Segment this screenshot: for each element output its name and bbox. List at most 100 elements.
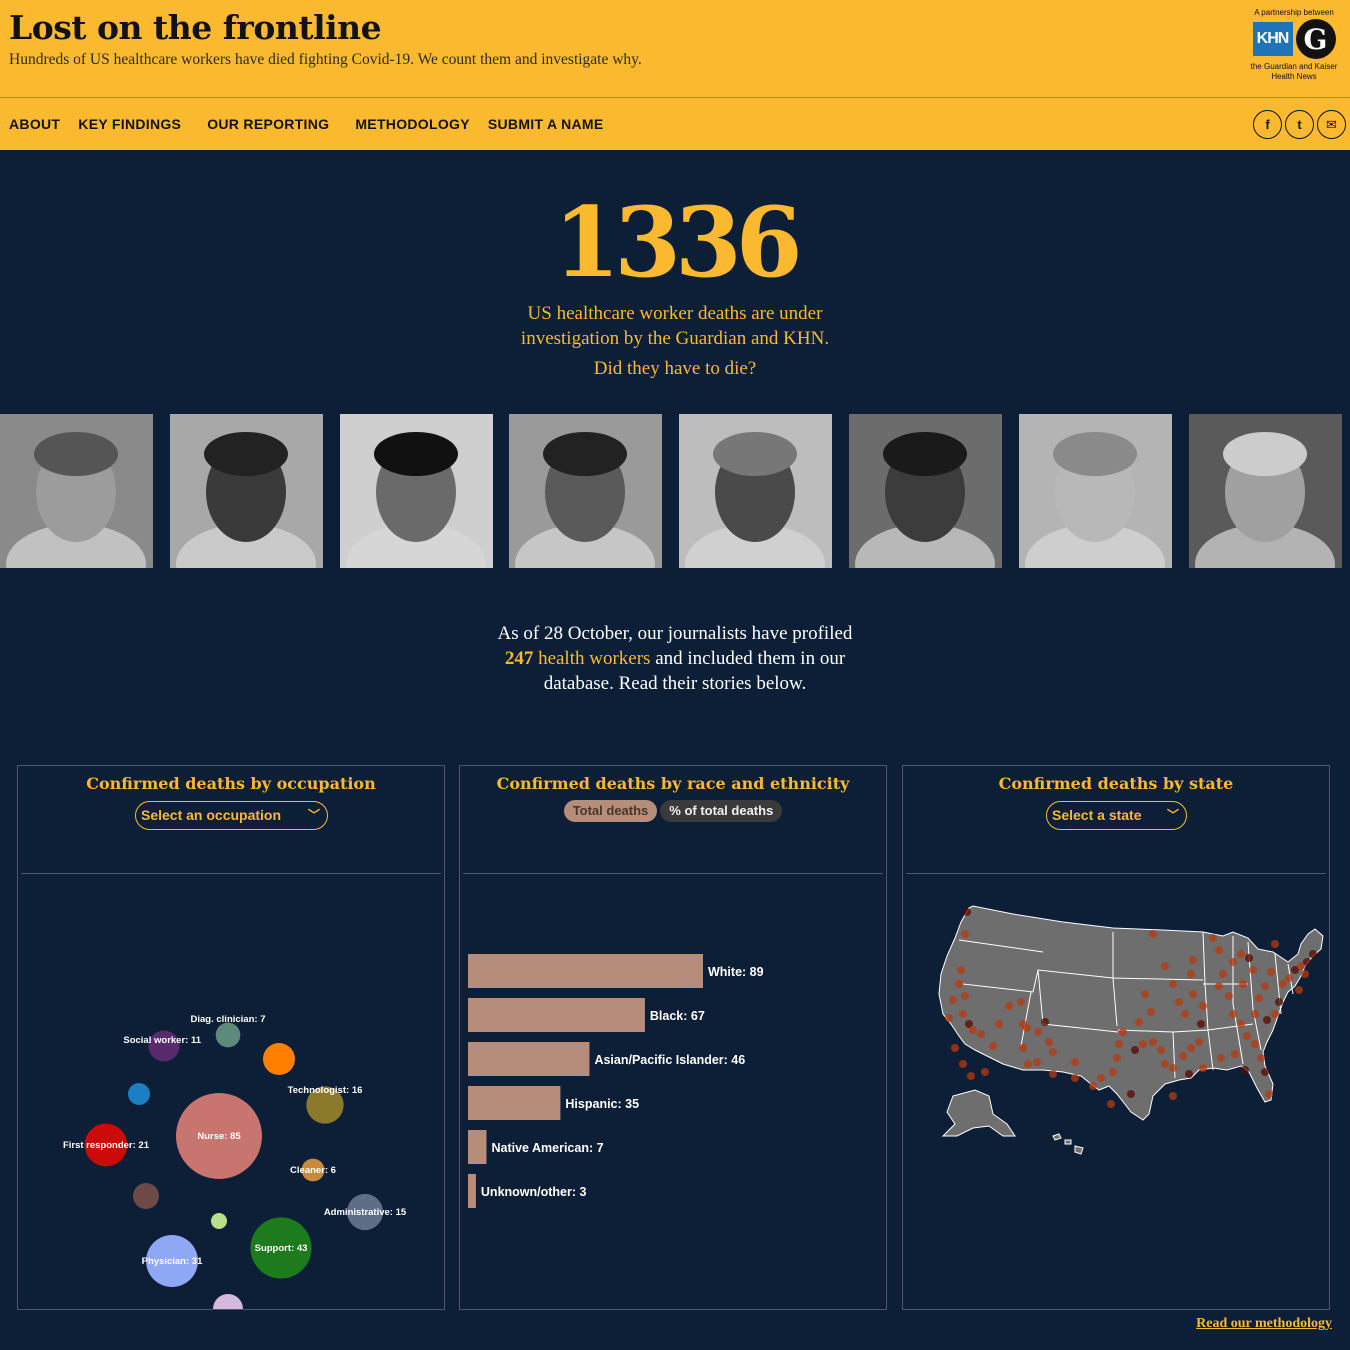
occupation-select[interactable]: Select an occupation ﹀ [135,801,328,830]
death-dot[interactable] [1241,1066,1249,1074]
occupation-bubble[interactable] [148,1030,180,1062]
death-dot[interactable] [1107,1100,1115,1108]
death-dot[interactable] [1219,970,1227,978]
death-dot[interactable] [969,1026,977,1034]
nav-methodology[interactable]: METHODOLOGY [355,116,470,132]
death-dot[interactable] [965,1020,973,1028]
death-dot[interactable] [1131,1046,1139,1054]
race-bar[interactable] [468,1042,590,1076]
portrait-photo[interactable] [1019,414,1172,568]
occupation-bubble[interactable] [211,1213,227,1229]
death-dot[interactable] [1119,1028,1127,1036]
death-dot[interactable] [1181,1010,1189,1018]
toggle-total-deaths[interactable]: Total deaths [563,800,658,822]
death-dot[interactable] [1034,1028,1042,1036]
portrait-photo[interactable] [679,414,832,568]
race-bar[interactable] [468,1086,561,1120]
death-dot[interactable] [949,996,957,1004]
portrait-photo[interactable] [849,414,1002,568]
death-dot[interactable] [1024,1060,1032,1068]
death-dot[interactable] [1045,1038,1053,1046]
death-dot[interactable] [1113,1054,1121,1062]
death-dot[interactable] [1195,1038,1203,1046]
death-dot[interactable] [1245,954,1253,962]
death-dot[interactable] [1225,992,1233,1000]
death-dot[interactable] [959,1060,967,1068]
death-dot[interactable] [961,992,969,1000]
death-dot[interactable] [1301,970,1309,978]
occupation-bubble[interactable] [146,1235,198,1287]
death-dot[interactable] [1295,986,1303,994]
death-dot[interactable] [1229,958,1237,966]
death-dot[interactable] [1089,1082,1097,1090]
race-bar[interactable] [468,954,703,988]
death-dot[interactable] [1179,1052,1187,1060]
death-dot[interactable] [1265,1090,1273,1098]
death-dot[interactable] [1217,1054,1225,1062]
death-dot[interactable] [1033,1058,1041,1066]
occupation-bubble[interactable] [128,1083,150,1105]
portrait-photo[interactable] [340,414,493,568]
health-workers-link[interactable]: health workers [538,648,651,669]
death-dot[interactable] [951,1044,959,1052]
death-dot[interactable] [1237,1020,1245,1028]
death-dot[interactable] [963,908,971,916]
nav-our-reporting[interactable]: OUR REPORTING [207,116,330,132]
death-dot[interactable] [1255,994,1263,1002]
occupation-bubble[interactable] [301,1158,325,1182]
death-dot[interactable] [1161,1060,1169,1068]
death-dot[interactable] [1023,1024,1031,1032]
death-dot[interactable] [1141,990,1149,998]
occupation-bubble[interactable] [250,1217,312,1279]
death-dot[interactable] [1189,956,1197,964]
portrait-photo[interactable] [0,414,153,568]
death-dot[interactable] [1109,1068,1117,1076]
death-dot[interactable] [1303,958,1311,966]
death-dot[interactable] [1261,982,1269,990]
death-dot[interactable] [961,930,969,938]
death-dot[interactable] [1285,974,1293,982]
portrait-photo[interactable] [1189,414,1342,568]
facebook-icon[interactable]: f [1253,110,1282,139]
death-dot[interactable] [1215,982,1223,990]
death-dot[interactable] [1257,1054,1265,1062]
death-dot[interactable] [1147,1008,1155,1016]
death-dot[interactable] [1197,1020,1205,1028]
occupation-bubble[interactable] [176,1093,262,1179]
death-dot[interactable] [1249,966,1257,974]
us-state-map[interactable] [903,874,1329,1309]
death-dot[interactable] [1271,1010,1279,1018]
portrait-photo[interactable] [509,414,662,568]
death-dot[interactable] [1199,1064,1207,1072]
death-dot[interactable] [1049,1048,1057,1056]
death-dot[interactable] [1175,998,1183,1006]
partner-logo-block[interactable]: A partnership between KHN G the Guardian… [1248,8,1340,81]
death-dot[interactable] [1237,950,1245,958]
email-icon[interactable]: ✉ [1317,110,1346,139]
occupation-bubble[interactable] [84,1123,128,1167]
death-dot[interactable] [957,966,965,974]
death-dot[interactable] [1291,966,1299,974]
death-dot[interactable] [1187,970,1195,978]
death-dot[interactable] [1297,962,1305,970]
death-dot[interactable] [1149,1038,1157,1046]
twitter-icon[interactable]: t [1285,110,1314,139]
death-dot[interactable] [1267,968,1275,976]
death-dot[interactable] [1157,1046,1165,1054]
death-dot[interactable] [1149,930,1157,938]
death-dot[interactable] [1261,1068,1269,1076]
death-dot[interactable] [945,1014,953,1022]
occupation-bubble[interactable] [306,1086,344,1124]
death-dot[interactable] [1127,1090,1135,1098]
death-dot[interactable] [967,1072,975,1080]
occupation-bubble[interactable] [263,1043,295,1075]
race-bar[interactable] [468,1174,476,1208]
death-dot[interactable] [1185,1070,1193,1078]
death-dot[interactable] [1199,1002,1207,1010]
death-dot[interactable] [1161,962,1169,970]
race-bar[interactable] [468,998,645,1032]
death-dot[interactable] [1209,934,1217,942]
nav-about[interactable]: ABOUT [9,116,61,132]
state-select[interactable]: Select a state ﹀ [1046,801,1187,830]
death-dot[interactable] [1169,1064,1177,1072]
